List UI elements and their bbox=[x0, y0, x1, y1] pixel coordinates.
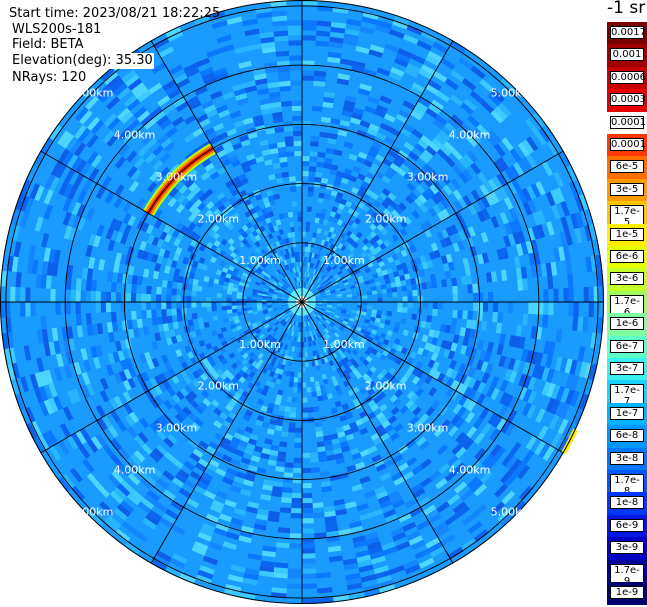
colorbar-tick-label: 1e-7 bbox=[610, 406, 644, 420]
ring-label: 1.00km bbox=[239, 254, 281, 267]
ring-label: 2.00km bbox=[198, 380, 240, 393]
ring-label: 5.00km bbox=[491, 505, 533, 518]
colorbar-tick-label: 1e-6 bbox=[610, 317, 644, 331]
radial-line bbox=[301, 40, 454, 303]
colorbar-tick-label: 6e-6 bbox=[610, 250, 644, 263]
ring-label: 4.00km bbox=[114, 129, 156, 142]
nrays-label: NRays: 120 bbox=[12, 70, 87, 85]
colorbar-tick-label: 1e-5 bbox=[610, 227, 644, 241]
ring-label: 5.00km bbox=[72, 505, 114, 518]
ring-label: 4.00km bbox=[449, 129, 491, 142]
colorbar-tick-label: 3e-9 bbox=[610, 541, 644, 555]
ring-label: 4.00km bbox=[114, 464, 156, 477]
radial-line bbox=[150, 40, 303, 303]
ring-label: 1.00km bbox=[323, 338, 365, 351]
ppi-plot: 1.00km 1.00km 1.00km 1.00km 2.00km 2.00km 2.00… bbox=[0, 0, 604, 604]
ring-label: 5.00km bbox=[72, 87, 114, 100]
ring-label: 5.00km bbox=[491, 87, 533, 100]
colorbar-tick-label: 6e-8 bbox=[610, 429, 644, 443]
ring-label: 2.00km bbox=[198, 212, 240, 225]
colorbar-tick-label: 1e-9 bbox=[610, 586, 644, 599]
colorbar-tick-label: 3e-7 bbox=[610, 362, 644, 375]
ring-label: 3.00km bbox=[156, 422, 198, 435]
ring-label: 2.00km bbox=[365, 380, 407, 393]
colorbar-tick-label: 6e-9 bbox=[610, 518, 644, 532]
colorbar-tick-label: 0.0001 bbox=[610, 138, 646, 151]
elevation-label: Elevation(deg): 35.30 bbox=[11, 53, 154, 69]
ring-label: 2.00km bbox=[365, 212, 407, 225]
ring-label: 1.00km bbox=[239, 338, 281, 351]
ring-label: 1.00km bbox=[323, 254, 365, 267]
colorbar-unit: -1 sr bbox=[607, 0, 646, 18]
colorbar-tick-label: 0.001 bbox=[610, 48, 644, 62]
speckle-texture bbox=[0, 0, 604, 604]
ring-label: 4.00km bbox=[449, 464, 491, 477]
colorbar-tick-label: 1e-8 bbox=[610, 496, 644, 510]
colorbar-tick-label: 3e-5 bbox=[610, 182, 644, 196]
instrument-label: WLS200s-181 bbox=[12, 22, 102, 37]
colorbar-tick-label: 0.0006 bbox=[610, 70, 646, 84]
radial-line bbox=[301, 301, 454, 564]
field-label: Field: BETA bbox=[12, 37, 84, 52]
colorbar-tick-label: 0.0003 bbox=[610, 93, 646, 107]
colorbar-tick-label: 6e-7 bbox=[610, 339, 644, 353]
radial-line bbox=[301, 301, 564, 454]
radial-line bbox=[301, 150, 564, 303]
ring-label: 3.00km bbox=[407, 422, 449, 435]
ring-label: 3.00km bbox=[407, 170, 449, 183]
start-time-label: Start time: 2023/08/21 18:22:25 bbox=[9, 6, 221, 21]
colorbar-tick-label: 3e-8 bbox=[610, 451, 644, 465]
radial-line bbox=[150, 301, 303, 564]
colorbar-tick-label: 0.00017 bbox=[610, 115, 647, 129]
ring-label: 3.00km bbox=[156, 170, 198, 183]
colorbar-tick-label: 6e-5 bbox=[610, 160, 644, 174]
radial-line bbox=[40, 150, 303, 303]
colorbar-tick-label: 0.0017 bbox=[610, 26, 646, 39]
radial-line bbox=[40, 301, 303, 454]
colorbar-tick-label: 3e-6 bbox=[610, 272, 644, 286]
